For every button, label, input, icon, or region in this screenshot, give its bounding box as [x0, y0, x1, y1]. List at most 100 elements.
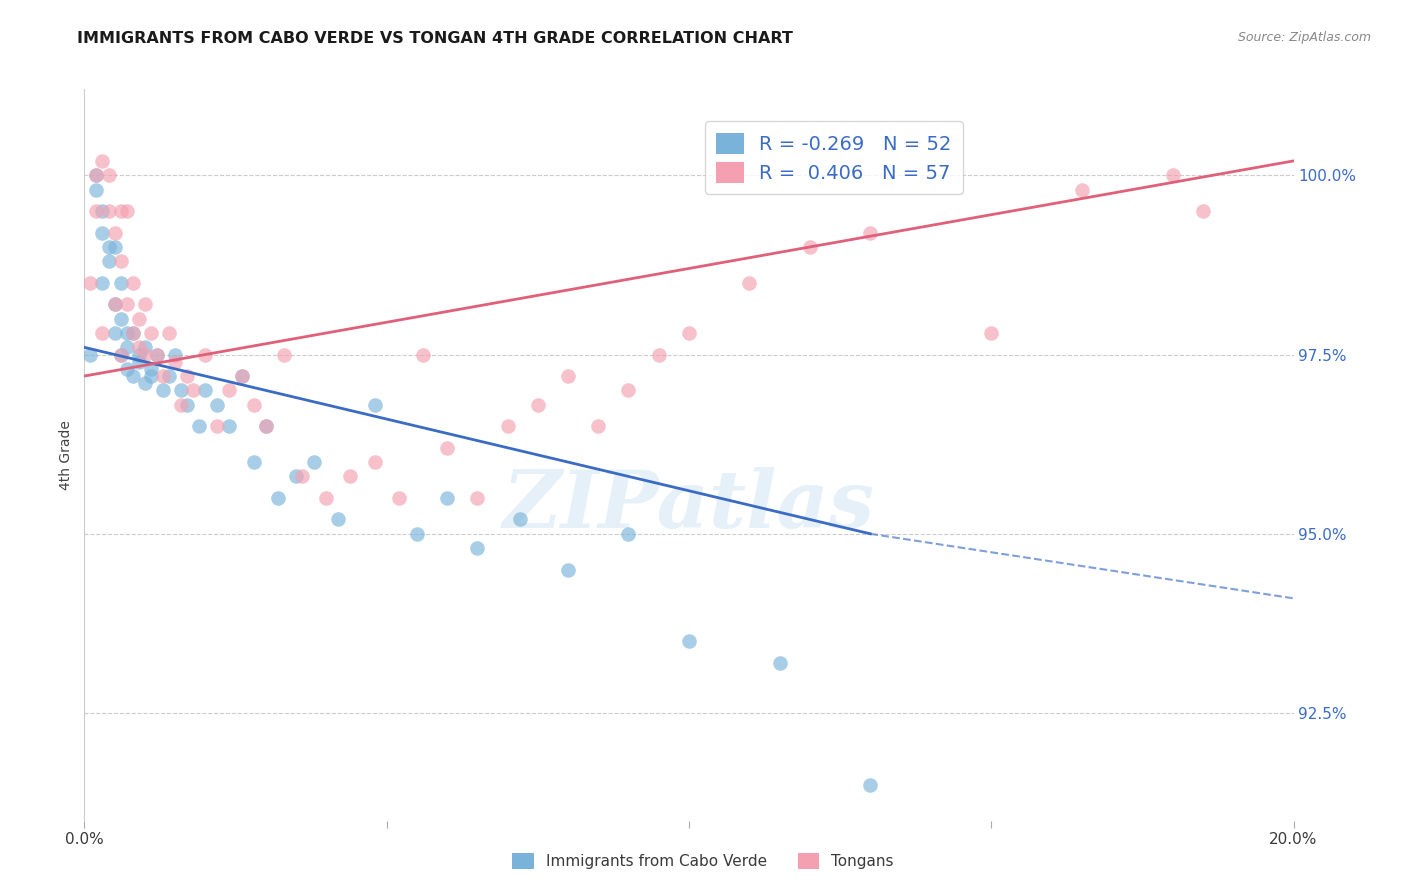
Point	[467, 491, 489, 505]
Point	[181, 384, 204, 398]
Point	[139, 326, 162, 340]
Point	[86, 168, 108, 182]
Point	[328, 512, 350, 526]
Text: Source: ZipAtlas.com: Source: ZipAtlas.com	[1237, 31, 1371, 45]
Point	[115, 297, 138, 311]
Point	[104, 297, 127, 311]
Point	[436, 441, 458, 455]
Point	[134, 340, 156, 354]
Point	[412, 347, 434, 361]
Point	[121, 326, 143, 340]
Point	[152, 384, 174, 398]
Point	[79, 347, 101, 361]
Point	[115, 204, 138, 219]
Point	[176, 398, 198, 412]
Point	[104, 226, 127, 240]
Point	[1192, 204, 1215, 219]
Point	[104, 326, 127, 340]
Point	[436, 491, 458, 505]
Point	[91, 326, 114, 340]
Point	[557, 563, 579, 577]
Point	[152, 369, 174, 384]
Point	[980, 326, 1002, 340]
Point	[104, 297, 127, 311]
Point	[115, 340, 138, 354]
Point	[678, 326, 700, 340]
Point	[110, 204, 132, 219]
Point	[110, 254, 132, 268]
Point	[165, 354, 187, 368]
Point	[121, 276, 143, 290]
Text: ZIPatlas: ZIPatlas	[503, 467, 875, 545]
Point	[139, 369, 162, 384]
Point	[104, 240, 127, 254]
Legend: R = -0.269   N = 52, R =  0.406   N = 57: R = -0.269 N = 52, R = 0.406 N = 57	[704, 120, 963, 194]
Point	[194, 384, 217, 398]
Point	[134, 376, 156, 391]
Point	[157, 369, 180, 384]
Point	[799, 240, 821, 254]
Point	[139, 362, 162, 376]
Point	[86, 183, 108, 197]
Point	[134, 347, 156, 361]
Point	[170, 398, 193, 412]
Point	[302, 455, 325, 469]
Point	[1071, 183, 1094, 197]
Point	[859, 778, 882, 792]
Point	[97, 204, 120, 219]
Point	[648, 347, 671, 361]
Point	[218, 419, 240, 434]
Point	[218, 384, 240, 398]
Point	[207, 398, 229, 412]
Point	[859, 226, 882, 240]
Point	[291, 469, 314, 483]
Point	[170, 384, 193, 398]
Point	[91, 153, 114, 168]
Point	[115, 326, 138, 340]
Point	[121, 326, 143, 340]
Point	[388, 491, 411, 505]
Point	[285, 469, 308, 483]
Point	[254, 419, 277, 434]
Point	[588, 419, 610, 434]
Point	[79, 276, 101, 290]
Point	[242, 398, 264, 412]
Point	[110, 347, 132, 361]
Point	[176, 369, 198, 384]
Y-axis label: 4th Grade: 4th Grade	[59, 420, 73, 490]
Point	[97, 168, 120, 182]
Point	[231, 369, 253, 384]
Point	[254, 419, 277, 434]
Point	[86, 204, 108, 219]
Point	[231, 369, 253, 384]
Point	[165, 347, 187, 361]
Point	[363, 455, 385, 469]
Point	[188, 419, 211, 434]
Point	[91, 276, 114, 290]
Point	[363, 398, 385, 412]
Point	[617, 384, 640, 398]
Point	[91, 226, 114, 240]
Point	[527, 398, 550, 412]
Point	[194, 347, 217, 361]
Point	[110, 311, 132, 326]
Point	[128, 340, 150, 354]
Legend: Immigrants from Cabo Verde, Tongans: Immigrants from Cabo Verde, Tongans	[506, 847, 900, 875]
Point	[146, 347, 169, 361]
Point	[207, 419, 229, 434]
Point	[121, 369, 143, 384]
Point	[146, 347, 169, 361]
Point	[128, 354, 150, 368]
Point	[86, 168, 108, 182]
Point	[134, 297, 156, 311]
Point	[315, 491, 337, 505]
Point	[97, 254, 120, 268]
Point	[115, 362, 138, 376]
Point	[738, 276, 761, 290]
Point	[157, 326, 180, 340]
Point	[509, 512, 531, 526]
Point	[467, 541, 489, 556]
Point	[557, 369, 579, 384]
Point	[273, 347, 295, 361]
Point	[267, 491, 290, 505]
